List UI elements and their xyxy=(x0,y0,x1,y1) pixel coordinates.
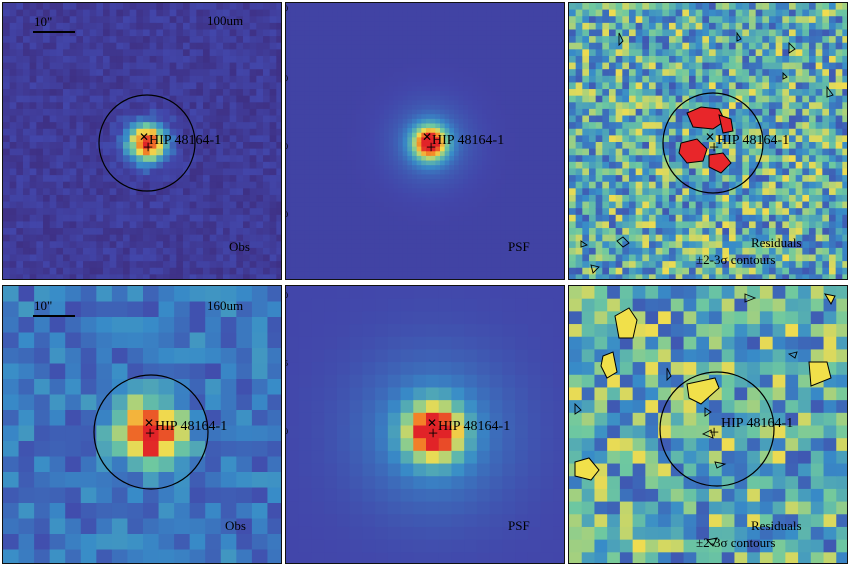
star-marker-icon: ✕ xyxy=(427,416,437,430)
y-tick: 10 xyxy=(286,427,288,436)
centroid-cross-icon: + xyxy=(426,137,436,157)
obs-image-100um: 10" 100um ✕ HIP 48164-1 + Obs xyxy=(3,3,281,279)
panel-label: Obs xyxy=(229,239,250,254)
psf-image-100um: 40 30 20 10 ✕ HIP 48164-1 + PSF xyxy=(286,3,564,279)
obs-image-160um: 10" 160um ✕ HIP 48164-1 + Obs xyxy=(3,286,281,563)
centroid-cross-icon: + xyxy=(709,422,719,442)
star-marker-icon: ✕ xyxy=(139,130,149,144)
band-label: 160um xyxy=(207,298,243,313)
panel-100um-obs: 10" 100um ✕ HIP 48164-1 + Obs xyxy=(2,2,282,280)
panel-100um-psf: 40 30 20 10 ✕ HIP 48164-1 + PSF xyxy=(285,2,565,280)
y-tick: 20 xyxy=(286,291,288,300)
y-tick: 10 xyxy=(286,210,288,219)
panel-label: PSF xyxy=(508,239,530,254)
centroid-cross-icon: + xyxy=(709,137,719,157)
y-tick: 30 xyxy=(286,74,288,83)
target-label: HIP 48164-1 xyxy=(155,419,227,434)
aperture-circle xyxy=(98,94,196,192)
panel-100um-residual: ✕ HIP 48164-1 + Residuals ±2-3σ contours xyxy=(568,2,848,280)
residual-contours xyxy=(678,106,734,174)
scale-bar-label: 10" xyxy=(34,14,52,29)
target-label: HIP 48164-1 xyxy=(149,133,221,148)
panel-160um-psf: 20 15 10 5 ✕ HIP 48164-1 + PSF xyxy=(285,285,565,564)
target-label: HIP 48164-1 xyxy=(717,133,789,148)
residual-image-160um: HIP 48164-1 + Residuals ±2-3σ contours xyxy=(569,286,847,563)
band-label: 100um xyxy=(207,13,243,28)
centroid-cross-icon: + xyxy=(143,137,153,157)
residual-contours xyxy=(574,293,836,481)
star-marker-icon: ✕ xyxy=(144,416,154,430)
y-tick: 40 xyxy=(286,4,288,13)
y-tick: 20 xyxy=(286,142,288,151)
aperture-circle xyxy=(659,371,775,487)
star-marker-icon: ✕ xyxy=(705,130,715,144)
target-label: HIP 48164-1 xyxy=(721,416,793,431)
target-label: HIP 48164-1 xyxy=(432,133,504,148)
contour-label: ±2-3σ contours xyxy=(696,252,776,267)
panel-160um-residual: HIP 48164-1 + Residuals ±2-3σ contours xyxy=(568,285,848,564)
residual-label: Residuals xyxy=(751,235,802,250)
aperture-circle xyxy=(93,374,209,490)
star-marker-icon: ✕ xyxy=(422,130,432,144)
centroid-cross-icon: + xyxy=(428,423,438,443)
residual-image-100um: ✕ HIP 48164-1 + Residuals ±2-3σ contours xyxy=(569,3,847,279)
contour-label: ±2-3σ contours xyxy=(696,535,776,550)
panel-label: PSF xyxy=(508,518,530,533)
residual-label: Residuals xyxy=(751,518,802,533)
panel-160um-obs: 10" 160um ✕ HIP 48164-1 + Obs xyxy=(2,285,282,564)
aperture-circle xyxy=(662,92,764,194)
centroid-cross-icon: + xyxy=(145,423,155,443)
y-tick: 15 xyxy=(286,359,288,368)
scale-bar-label: 10" xyxy=(34,298,52,313)
psf-image-160um: 20 15 10 5 ✕ HIP 48164-1 + PSF xyxy=(286,286,564,563)
panel-label: Obs xyxy=(225,518,246,533)
target-label: HIP 48164-1 xyxy=(438,419,510,434)
